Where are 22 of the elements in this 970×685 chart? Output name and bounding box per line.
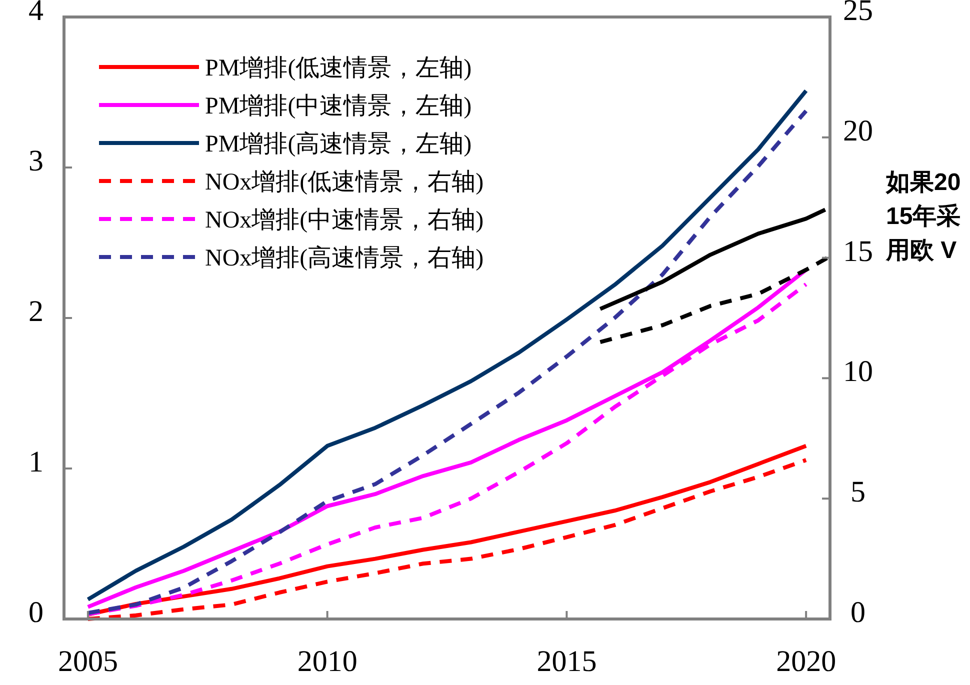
y2-tick-label: 20 xyxy=(843,114,873,148)
x-tick-label: 2005 xyxy=(58,645,118,678)
y2-tick-label: 25 xyxy=(843,0,873,27)
legend-label: PM增排(低速情景，左轴) xyxy=(205,55,472,82)
x-tick-label: 2010 xyxy=(297,645,358,678)
legend-label: PM增排(高速情景，左轴) xyxy=(205,130,472,158)
legend-label: NOx增排(低速情景，右轴) xyxy=(205,169,484,196)
y-tick-label: 2 xyxy=(28,295,44,328)
y2-tick-label: 5 xyxy=(850,476,866,509)
text: 如果2015年采用欧 V xyxy=(885,169,961,264)
x-tick-label: 2015 xyxy=(536,645,597,678)
y2-tick-label: 10 xyxy=(843,355,873,388)
legend-label: NOx增排(高速情景，右轴) xyxy=(205,244,484,272)
x-tick-label: 2020 xyxy=(776,645,836,678)
y-tick-label: 3 xyxy=(28,144,44,178)
y-tick-label: 0 xyxy=(28,596,44,629)
legend-label: PM增排(中速情景，左轴) xyxy=(205,93,472,120)
legend-label: NOx增排(中速情景，右轴) xyxy=(205,207,484,234)
y-tick-label: 4 xyxy=(28,0,44,27)
y2-tick-label: 0 xyxy=(850,596,866,629)
y-tick-label: 1 xyxy=(28,446,44,478)
y2-tick-label: 15 xyxy=(843,234,873,268)
